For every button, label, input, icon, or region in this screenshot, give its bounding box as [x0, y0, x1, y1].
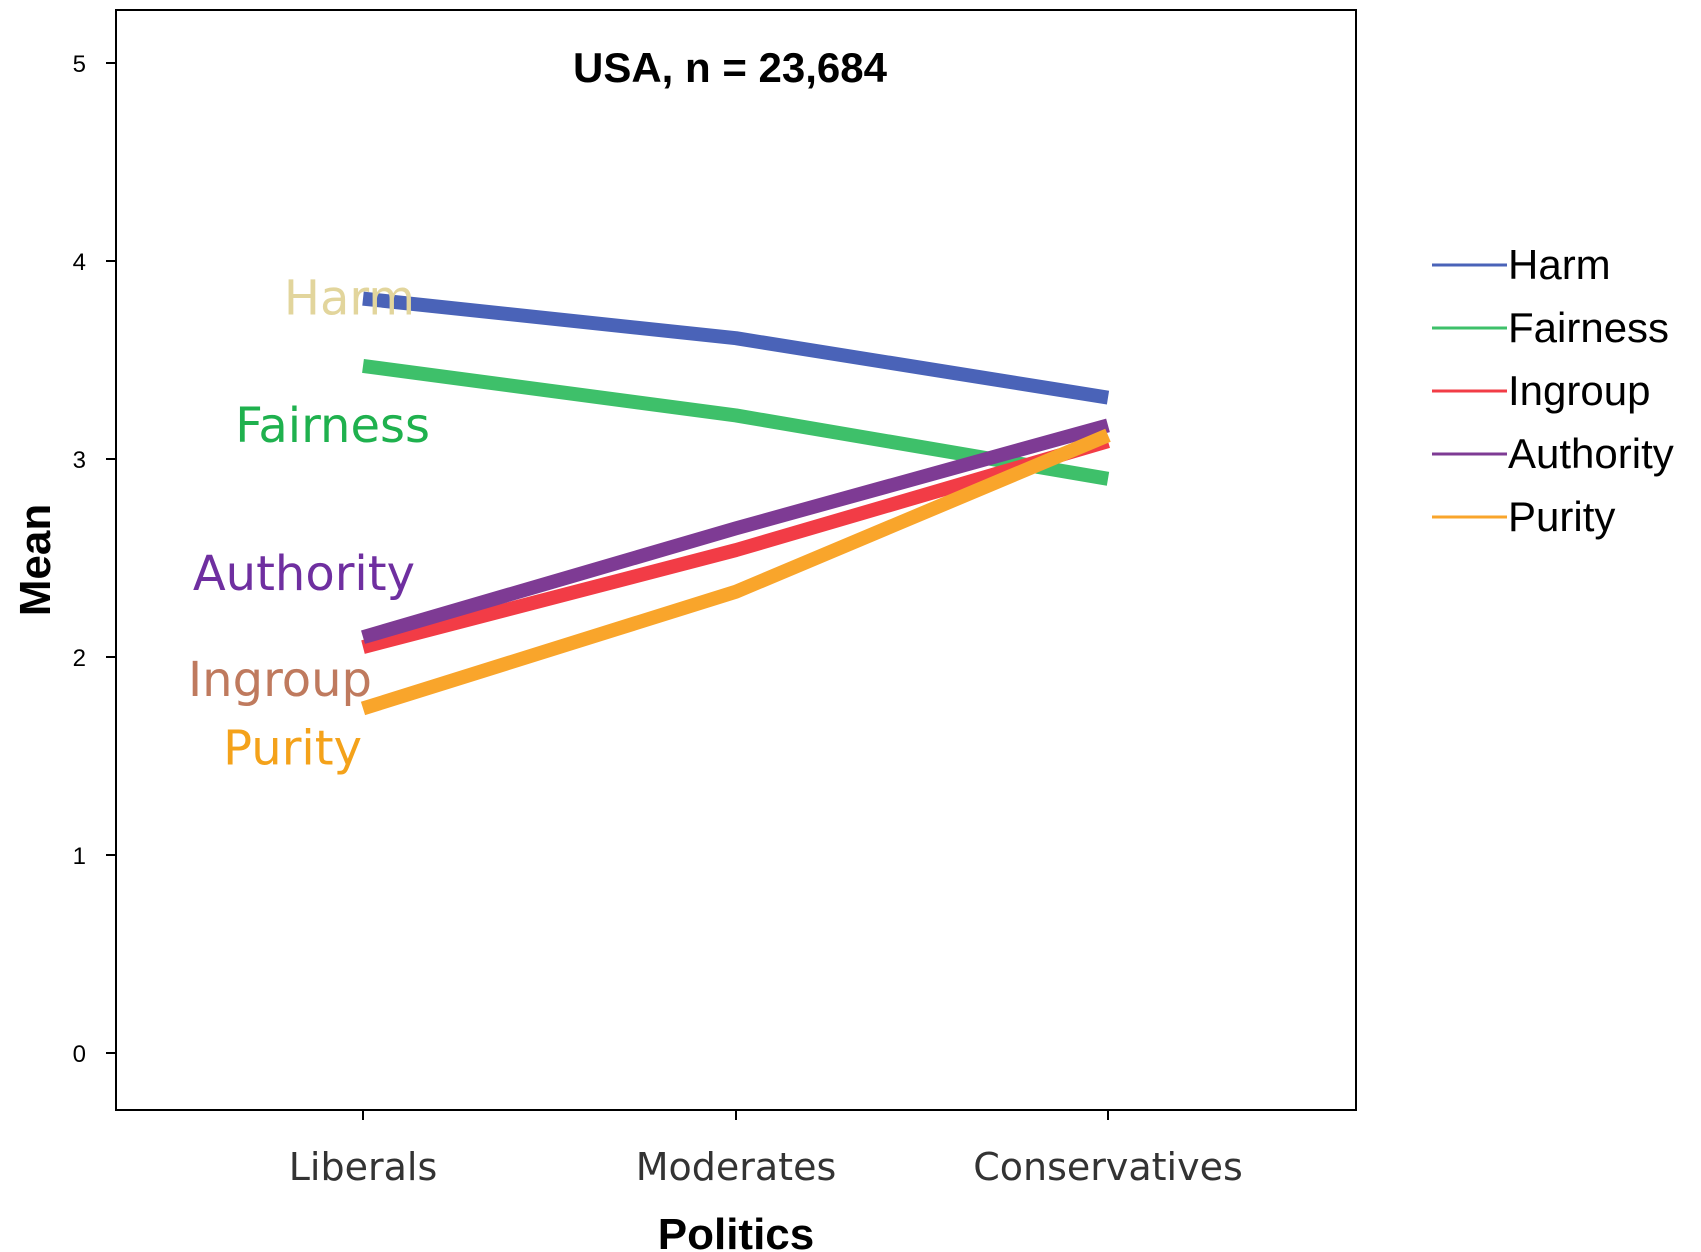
- y-tick-label: 4: [73, 249, 86, 276]
- annotation-purity: Purity: [223, 720, 362, 776]
- y-axis-title: Mean: [11, 504, 60, 616]
- series-line-ingroup: [361, 434, 1110, 654]
- y-tick-label: 3: [73, 447, 86, 474]
- y-tick-label: 2: [73, 645, 86, 672]
- y-tick-label: 0: [73, 1041, 86, 1068]
- annotation-ingroup: Ingroup: [188, 652, 372, 708]
- legend-label-fairness: Fairness: [1508, 304, 1669, 351]
- x-axis: Liberals Moderates Conservatives: [289, 1110, 1243, 1189]
- series-line-harm: [362, 291, 1110, 405]
- x-tick-label: Moderates: [636, 1145, 837, 1189]
- x-tick-label: Conservatives: [973, 1145, 1243, 1189]
- y-axis: 0 1 2 3 4 5: [73, 51, 116, 1068]
- annotation-fairness: Fairness: [235, 398, 430, 454]
- legend: Harm Fairness Ingroup Authority Purity: [1432, 241, 1674, 540]
- series-annotations: Harm Fairness Authority Ingroup Purity: [188, 271, 430, 777]
- annotation-harm: Harm: [284, 271, 415, 327]
- series-line-purity: [360, 428, 1111, 716]
- y-tick-label: 5: [73, 51, 86, 78]
- y-tick-label: 1: [73, 843, 86, 870]
- legend-label-harm: Harm: [1508, 241, 1611, 288]
- series-lines: [360, 291, 1111, 716]
- legend-label-purity: Purity: [1508, 493, 1615, 540]
- annotation-authority: Authority: [193, 546, 415, 602]
- legend-label-ingroup: Ingroup: [1508, 367, 1650, 414]
- series-line-authority: [361, 418, 1110, 644]
- chart-title: USA, n = 23,684: [573, 44, 888, 91]
- legend-label-authority: Authority: [1508, 430, 1674, 477]
- x-axis-title: Politics: [658, 1210, 815, 1252]
- x-tick-label: Liberals: [289, 1145, 438, 1189]
